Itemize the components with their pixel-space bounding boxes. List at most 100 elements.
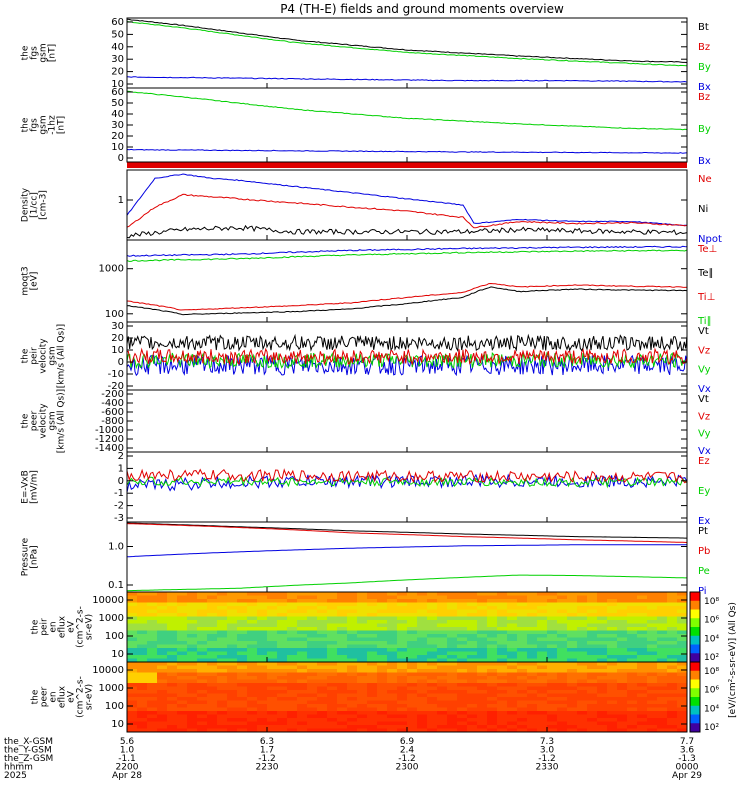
heat-cell xyxy=(507,662,518,666)
heat-cell xyxy=(177,623,188,628)
heat-cell xyxy=(147,686,158,691)
heat-cell xyxy=(137,665,148,670)
heat-cell xyxy=(617,609,628,614)
heat-cell xyxy=(357,602,368,607)
heat-cell xyxy=(237,690,248,694)
heat-cell xyxy=(557,627,568,631)
heat-cell xyxy=(517,672,528,677)
heat-cell xyxy=(587,662,598,666)
heat-cell xyxy=(387,641,398,645)
heat-cell xyxy=(517,669,528,673)
legend-By: By xyxy=(698,62,711,73)
heat-cell xyxy=(427,602,438,607)
heat-cell xyxy=(397,714,408,719)
heat-cell xyxy=(427,721,438,726)
heat-cell xyxy=(167,718,178,722)
ytick-label: -2 xyxy=(114,501,124,512)
heat-cell xyxy=(267,721,278,726)
heat-cell xyxy=(247,630,258,635)
heat-cell xyxy=(377,613,388,617)
heat-cell xyxy=(237,697,248,701)
heat-cell xyxy=(317,637,328,642)
ytick-label: 0 xyxy=(118,476,124,487)
heat-cell xyxy=(567,602,578,607)
heat-cell xyxy=(267,613,278,617)
heat-cell xyxy=(297,728,308,733)
heat-cell xyxy=(247,728,258,733)
heat-cell xyxy=(187,644,198,649)
heat-cell xyxy=(457,707,468,712)
heat-cell xyxy=(657,595,668,600)
legend-Ti∥: Ti∥ xyxy=(697,316,712,327)
heat-cell xyxy=(477,595,488,600)
heat-cell xyxy=(197,655,208,659)
heat-cell xyxy=(547,616,558,621)
heat-cell xyxy=(537,683,548,687)
heat-cell xyxy=(147,616,158,621)
heat-cell xyxy=(357,637,368,642)
heat-cell xyxy=(207,683,218,687)
heat-cell xyxy=(297,704,308,708)
heat-cell xyxy=(137,620,148,624)
series-line-Pe xyxy=(126,574,687,592)
heat-cell xyxy=(177,725,188,729)
heat-cell xyxy=(587,651,598,656)
heat-cell xyxy=(597,637,608,642)
heat-cell xyxy=(537,599,548,603)
heat-cell xyxy=(597,683,608,687)
heat-cell xyxy=(167,725,178,729)
heat-cell xyxy=(317,609,328,614)
heat-cell xyxy=(237,648,248,652)
heat-cell xyxy=(257,714,268,719)
heat-cell xyxy=(357,725,368,729)
heat-cell xyxy=(257,648,268,652)
heat-cell xyxy=(317,686,328,691)
heat-cell xyxy=(127,700,138,705)
heat-cell xyxy=(407,655,418,659)
heat-cell xyxy=(637,704,648,708)
heat-cell xyxy=(307,683,318,687)
ytick-label: 1000 xyxy=(99,613,124,624)
heat-cell xyxy=(397,658,408,663)
heat-cell xyxy=(417,637,428,642)
heat-cell xyxy=(617,721,628,726)
heat-cell xyxy=(297,644,308,649)
heat-cell xyxy=(157,714,168,719)
heat-cell xyxy=(327,602,338,607)
heat-cell xyxy=(507,714,518,719)
heat-cell xyxy=(267,665,278,670)
heat-cell xyxy=(187,676,198,680)
heat-cell xyxy=(427,655,438,659)
heat-cell xyxy=(177,721,188,726)
heat-cell xyxy=(517,623,528,628)
heat-cell xyxy=(317,658,328,663)
heat-cell xyxy=(647,655,658,659)
ylabel-line: [km/s (All Qs)] xyxy=(57,324,67,388)
heat-cell xyxy=(457,616,468,621)
heat-cell xyxy=(527,637,538,642)
heat-cell xyxy=(587,714,598,719)
heat-cell xyxy=(537,658,548,663)
heat-cell xyxy=(387,620,398,624)
heat-cell xyxy=(537,606,548,610)
heat-cell xyxy=(287,665,298,670)
heat-cell xyxy=(557,686,568,691)
heat-cell xyxy=(487,606,498,610)
heat-cell xyxy=(567,651,578,656)
heat-cell xyxy=(157,676,168,680)
heat-cell xyxy=(367,700,378,705)
heat-cell xyxy=(457,662,468,666)
heat-cell xyxy=(427,679,438,684)
heat-cell xyxy=(497,602,508,607)
heat-cell xyxy=(407,644,418,649)
heat-cell xyxy=(337,676,348,680)
heat-cell xyxy=(337,665,348,670)
heat-cell xyxy=(417,627,428,631)
heat-cell xyxy=(147,627,158,631)
heat-cell xyxy=(517,620,528,624)
heat-cell xyxy=(317,725,328,729)
ytick-label: 1.0 xyxy=(108,542,124,553)
heat-cell xyxy=(527,630,538,635)
heat-cell xyxy=(317,683,328,687)
heat-cell xyxy=(377,630,388,635)
